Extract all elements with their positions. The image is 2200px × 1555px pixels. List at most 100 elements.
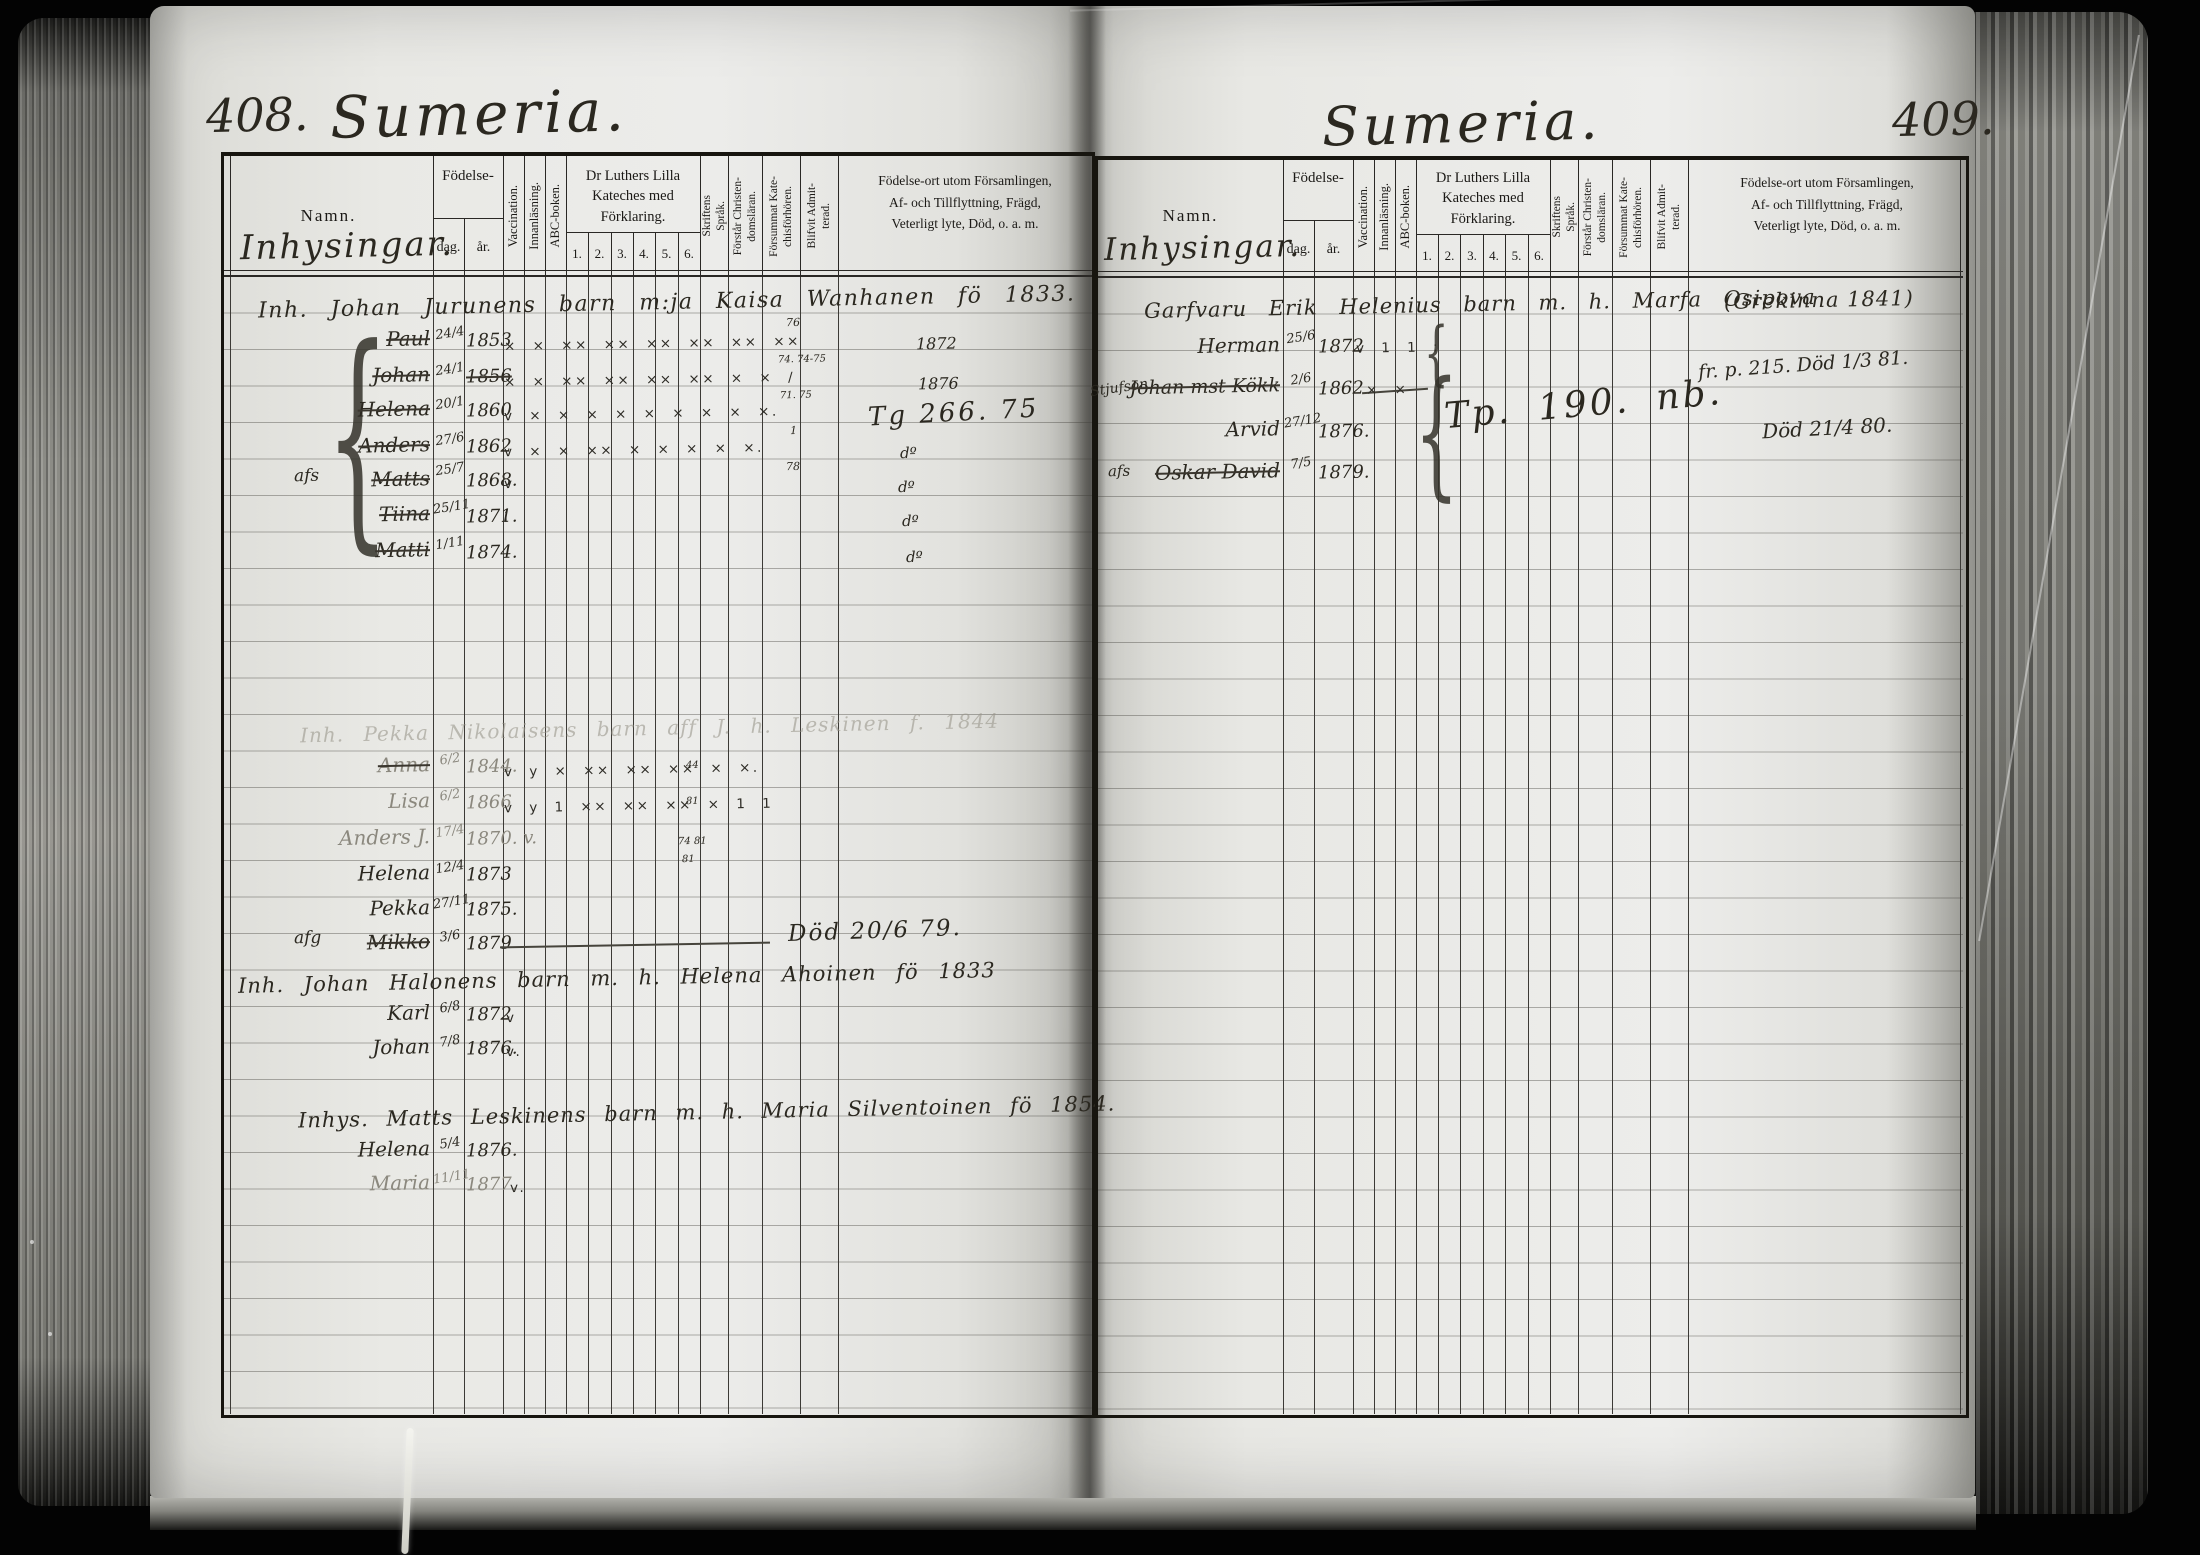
entry-name: Lisa	[387, 788, 431, 814]
skriftens-line1: Skriftens	[701, 195, 713, 237]
fodelseort-line1: Födelse-ort utom Församlingen,	[1740, 175, 1914, 190]
column-lines-left	[224, 277, 1092, 1414]
book-page-edges-right	[1972, 12, 2148, 1514]
blifvit-line2: terad.	[820, 203, 832, 229]
entry-birth-year: 1874.	[465, 541, 518, 564]
fodelseort-line3: Veterligt lyte, Död, o. a. m.	[891, 216, 1039, 232]
col-header-katekes: Dr Luthers Lilla Kateches med Förklaring…	[1416, 168, 1550, 229]
ditto-mark: dº	[901, 511, 919, 531]
entry-name: Anders J.	[338, 824, 431, 851]
entry-name: Karl	[386, 1000, 431, 1026]
entry-birth-year: 1862	[1317, 377, 1365, 400]
entry-name: Anders	[357, 432, 431, 458]
forstar-line1: Förstår Christen-	[1582, 177, 1594, 257]
col-header-blifvit: Blifvit Admit-terad.	[1650, 160, 1688, 274]
annotation-year: 1876	[917, 373, 959, 394]
register-table-right	[1095, 156, 1969, 1418]
skriftens-line2: Språk.	[715, 201, 727, 231]
col-header-innanlasning: Innanläsning.	[1374, 160, 1395, 274]
col-header-ar: år.	[476, 240, 491, 255]
entry-name: Anna	[377, 752, 431, 778]
skriftens-line2: Språk.	[1565, 202, 1577, 232]
entry-birth-year: 1879	[465, 932, 513, 955]
forsummat-line1: Försummat Kate-	[1618, 176, 1630, 258]
entry-marks: v.	[509, 1179, 527, 1197]
katekes-col-5: 5.	[661, 246, 672, 261]
fodelseort-line3: Veterligt lyte, Död, o. a. m.	[1753, 218, 1901, 234]
entry-name: Arvid	[1225, 416, 1281, 442]
katekes-col-2: 2.	[594, 246, 605, 261]
col-header-innanlasning-text: Innanläsning.	[527, 182, 541, 250]
entry-name: Johan	[371, 362, 431, 388]
entry-name: Mikko	[366, 929, 431, 955]
forstar-line2: domsläran.	[1596, 191, 1608, 243]
col-header-innanlasning-text: Innanläsning.	[1377, 183, 1391, 251]
katekes-col-5: 5.	[1511, 248, 1522, 263]
katekes-line2: Kateches med	[592, 188, 674, 205]
forstar-line2: domsläran.	[746, 190, 758, 242]
entry-name: Helena	[357, 860, 431, 886]
entry-name: Johan	[371, 1034, 431, 1060]
entry-birth-year: 1870. v.	[465, 827, 538, 850]
forsummat-line1: Försummat Kate-	[768, 175, 780, 257]
entry-birth-year: 1873	[465, 863, 513, 886]
page-title-right: Sumeria.	[1321, 88, 1603, 159]
entry-marks: v.	[505, 1043, 523, 1061]
header-grid-right	[1098, 160, 1963, 278]
col-header-katekes: Dr Luthers Lilla Kateches med Förklaring…	[566, 166, 700, 227]
film-speck	[48, 1332, 52, 1336]
register-table-left	[221, 152, 1095, 1418]
book-bottom-edge	[150, 1496, 1976, 1530]
col-header-dag: dag.	[436, 240, 461, 255]
col-header-vaccination: Vaccination.	[1353, 160, 1374, 274]
ditto-mark: dº	[897, 477, 915, 497]
entry-name: Tiina	[378, 501, 431, 527]
annotation-year-small: 74. 74-75	[777, 353, 827, 366]
film-speck	[30, 1240, 34, 1244]
grouping-brace-big: {	[1414, 352, 1459, 515]
book-page-edges-left	[18, 18, 152, 1506]
entry-marks: i	[503, 509, 511, 527]
entry-birth-year: 1876.	[1317, 420, 1370, 443]
annotation-year-small: 76	[785, 315, 801, 330]
entry-name: Herman	[1197, 332, 1281, 358]
entry-name: Helena	[357, 396, 431, 422]
forsummat-line2: chisförhören.	[1632, 186, 1644, 248]
col-header-abc-boken: ABC-boken.	[1395, 160, 1416, 274]
fodelseort-line1: Födelse-ort utom Församlingen,	[878, 173, 1052, 188]
katekes-col-3: 3.	[1467, 248, 1477, 263]
entry-name: Matts	[370, 466, 431, 492]
blifvit-line1: Blifvit Admit-	[1656, 184, 1668, 250]
col-header-namn: Namn.	[1162, 206, 1219, 225]
page-number-right: 409.	[1891, 90, 1995, 148]
entry-birth-year: 1876.	[465, 1139, 518, 1162]
blifvit-line1: Blifvit Admit-	[806, 183, 818, 249]
section-label-right: Inhysingar.	[1103, 227, 1302, 269]
col-header-forsummat: Försummat Kate-chisförhören.	[1612, 160, 1650, 274]
entry-birth-year: 1879.	[1317, 461, 1370, 484]
col-header-forsummat: Försummat Kate-chisförhören.	[762, 158, 800, 274]
col-header-forstar: Förstår Christen-domsläran.	[1578, 160, 1612, 274]
section-label-left: Inhysingar.	[239, 223, 455, 269]
forstar-line1: Förstår Christen-	[732, 176, 744, 256]
annotation-year-small: 81	[681, 853, 695, 866]
entry-marks: v	[503, 475, 515, 493]
col-header-abc-boken: ABC-boken.	[545, 158, 566, 274]
entry-marks: v	[505, 1009, 517, 1027]
col-header-dag: dag.	[1286, 242, 1311, 257]
col-header-vaccination-text: Vaccination.	[1356, 185, 1370, 249]
katekes-line2: Kateches med	[1442, 190, 1524, 207]
col-header-fodelseort: Födelse-ort utom Församlingen, Af- och T…	[838, 170, 1092, 235]
page-number-left: 408.	[205, 86, 309, 144]
page-title-left: Sumeria.	[329, 76, 629, 152]
col-header-fodelse: Födelse-	[1292, 170, 1344, 186]
entry-name: Matti	[374, 537, 431, 563]
annotation-year-small: 78	[785, 459, 801, 474]
col-header-forstar: Förstår Christen-domsläran.	[728, 158, 762, 274]
katekes-col-6: 6.	[684, 246, 694, 261]
entry-birth-year: 1875.	[465, 898, 518, 921]
katekes-col-1: 1.	[1422, 248, 1432, 263]
annotation-year: 1872	[915, 333, 957, 354]
katekes-line3: Förklaring.	[1450, 210, 1516, 227]
